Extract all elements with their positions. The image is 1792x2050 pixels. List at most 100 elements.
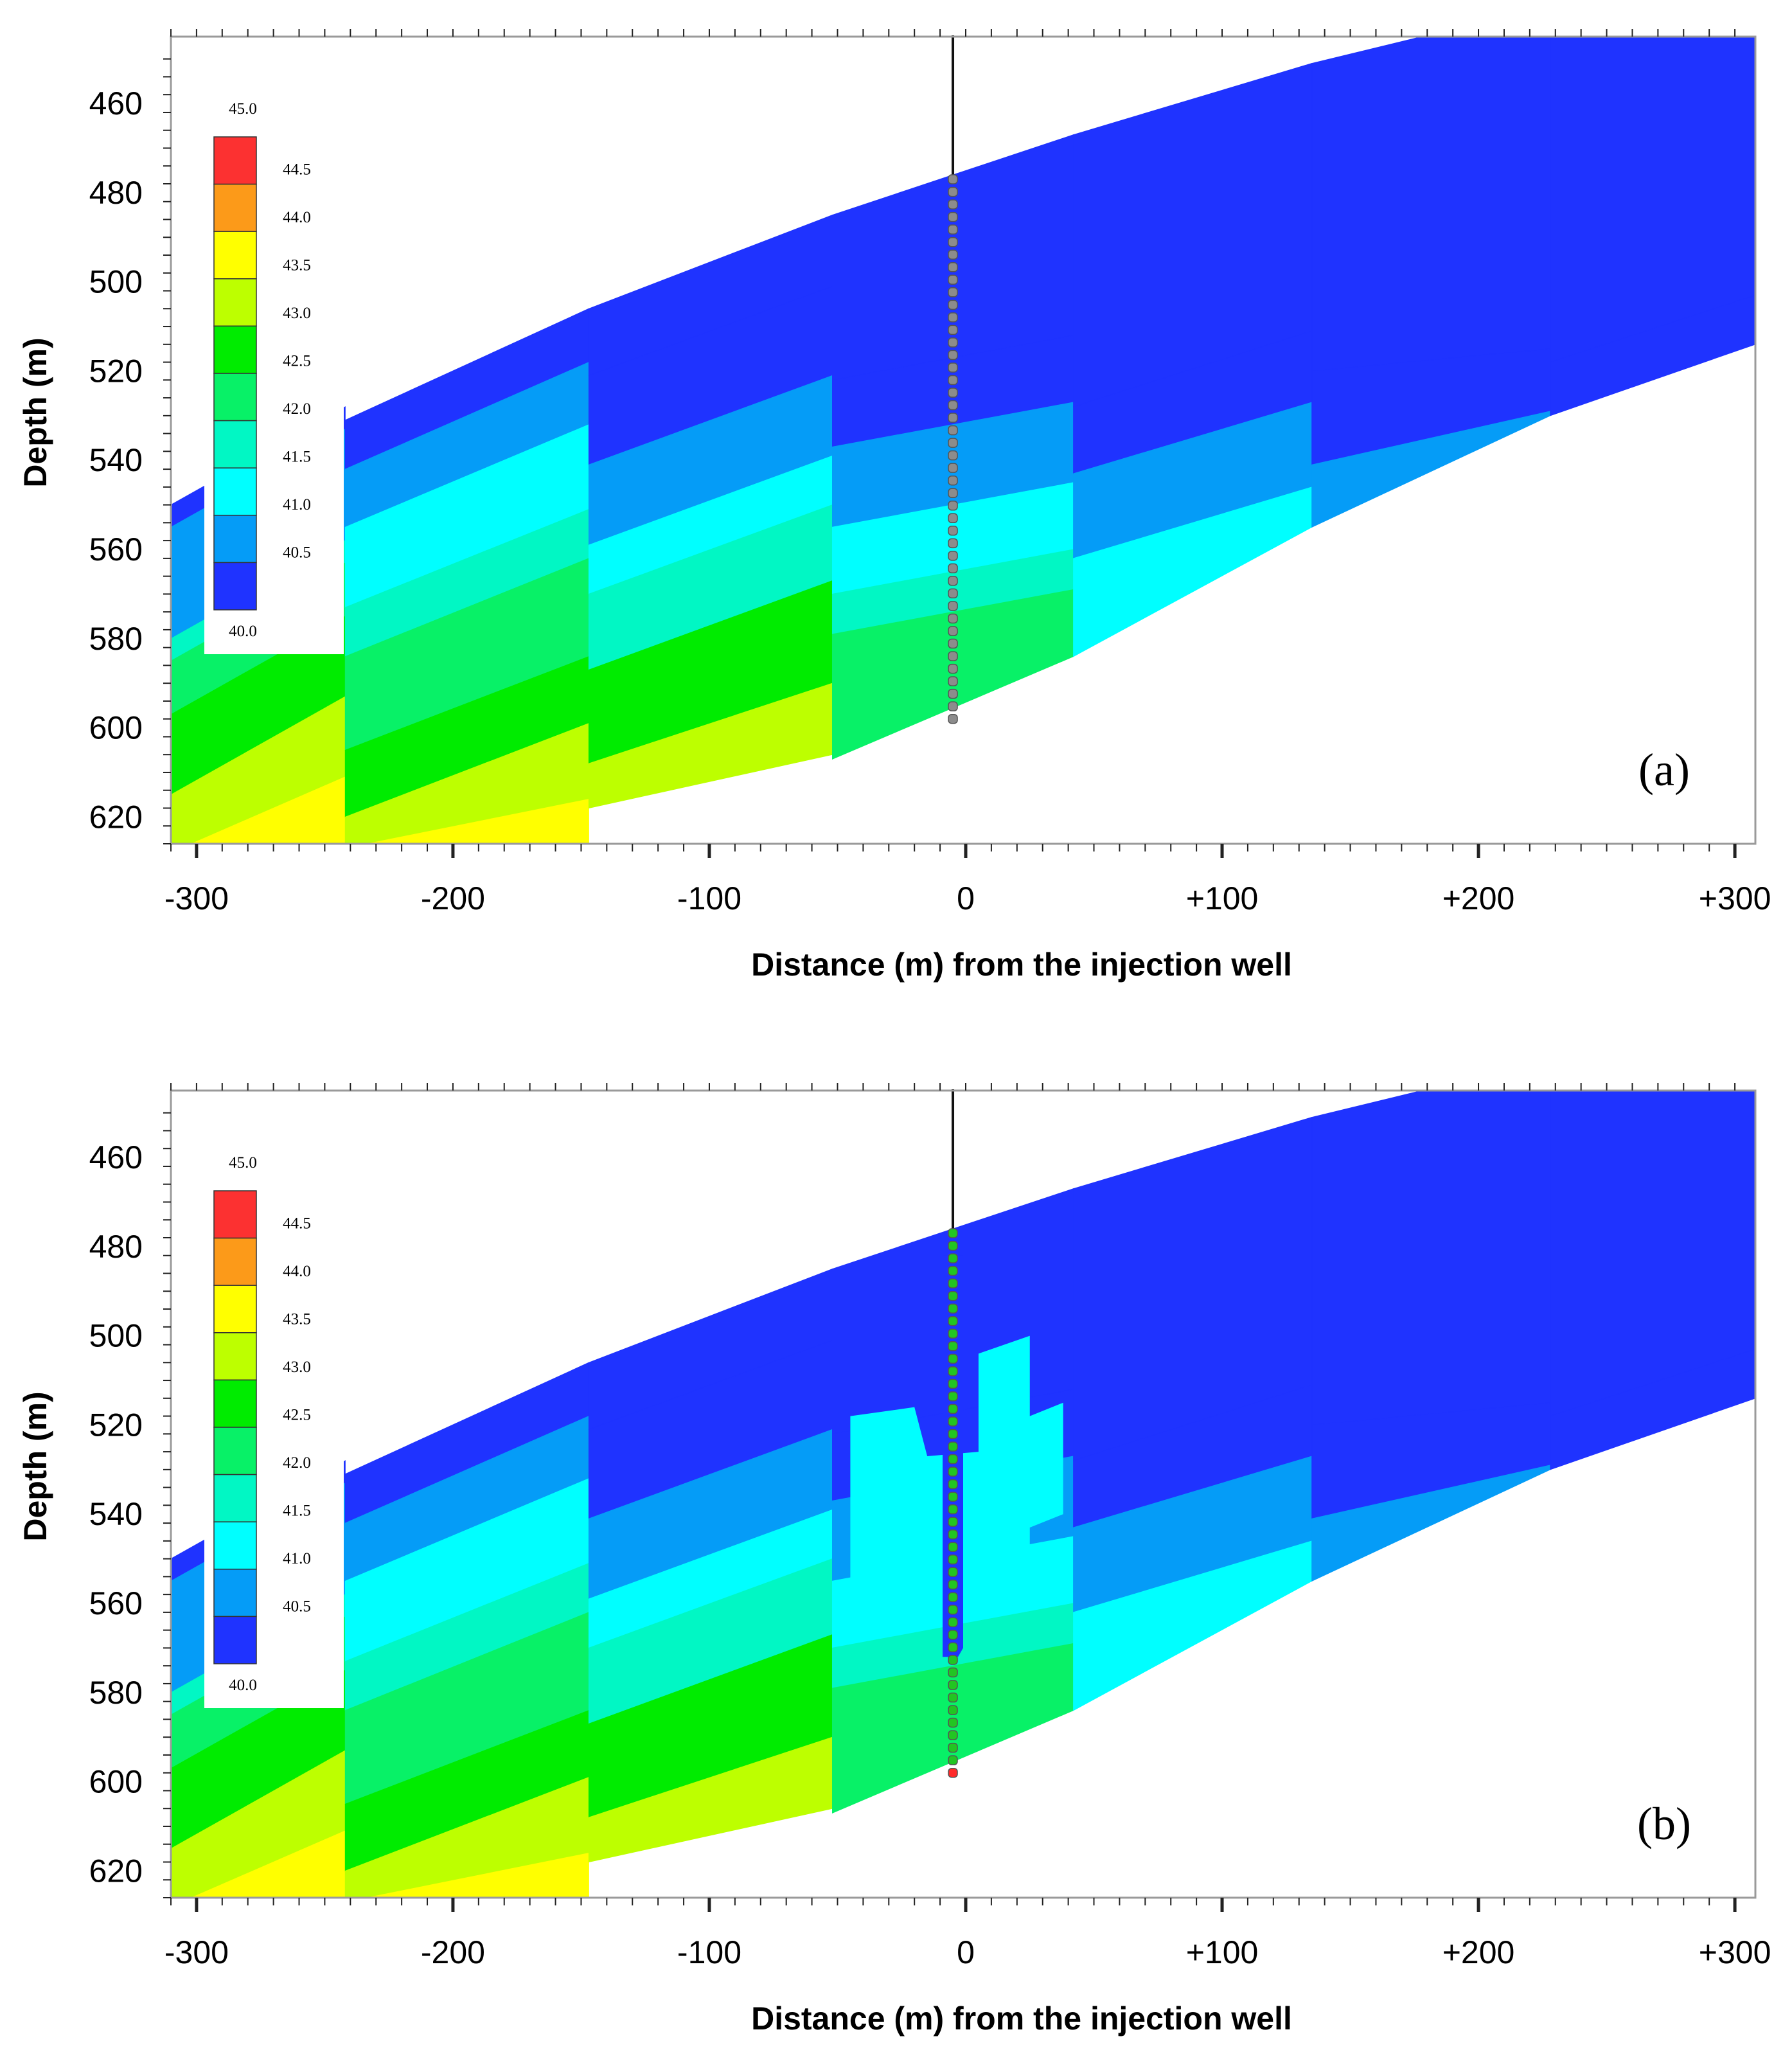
well-perforation-marker <box>948 488 958 498</box>
well-perforation-marker <box>948 538 958 549</box>
y-tick-label: 620 <box>89 799 143 835</box>
well-perforation-marker <box>948 1692 958 1703</box>
well-perforation-marker <box>948 1290 958 1301</box>
x-tick-label: -300 <box>164 880 229 916</box>
well-perforation-marker <box>948 1667 958 1678</box>
layer-40.0-40.5-block-7 <box>1550 1091 1755 1417</box>
y-tick-label: 620 <box>89 1853 143 1889</box>
y-axis-title: Depth (m) <box>17 337 53 487</box>
y-tick-label: 480 <box>89 1229 143 1265</box>
well-perforation-marker <box>948 425 958 436</box>
well-perforation-marker <box>948 588 958 599</box>
well-perforation-marker <box>948 463 958 473</box>
x-tick-label: +100 <box>1186 1934 1259 1970</box>
well-perforation-marker <box>948 1341 958 1351</box>
x-tick-label: -100 <box>677 880 741 916</box>
well-perforation-marker <box>948 1580 958 1590</box>
well-perforation-marker <box>948 713 958 724</box>
well-perforation-marker <box>948 513 958 524</box>
well-perforation-marker <box>948 1717 958 1728</box>
x-tick-label: -300 <box>164 1934 229 1970</box>
well-perforation-marker <box>948 337 958 348</box>
x-tick-label: +200 <box>1442 880 1515 916</box>
well-perforation-marker <box>948 1378 958 1389</box>
y-tick-label: 500 <box>89 1318 143 1354</box>
well-perforation-marker <box>948 1742 958 1753</box>
legend-swatch-41.5-42.0 <box>213 420 257 468</box>
well-perforation-marker <box>948 325 958 335</box>
well-perforation-marker <box>948 1278 958 1288</box>
y-tick-label: 500 <box>89 264 143 300</box>
well-perforation-marker <box>948 688 958 699</box>
legend-swatch-43.0-43.5 <box>213 278 257 327</box>
well-perforation-marker <box>948 1567 958 1578</box>
well-perforation-marker <box>948 249 958 260</box>
well-perforation-marker <box>948 211 958 222</box>
well-perforation-marker <box>948 551 958 561</box>
well-perforation-marker <box>948 1592 958 1603</box>
legend-label: 43.0 <box>283 305 311 322</box>
x-tick-label: 0 <box>957 1934 975 1970</box>
well-perforation-marker <box>948 1228 958 1238</box>
chart-panel-a: 45.0 44.5 44.0 43.5 43.0 42.5 42.0 41.5 41.0 40.5… <box>17 29 1771 983</box>
well-perforation-marker <box>948 1366 958 1377</box>
x-tick-label: 0 <box>957 880 975 916</box>
axes: -300 -200 -100 0 +100 +200 +300 460 480 500 520 540… <box>89 1083 1771 1970</box>
legend-label: 44.5 <box>283 161 311 179</box>
y-tick-label: 580 <box>89 621 143 657</box>
layer-40.0-40.5-block-7 <box>1550 1348 1755 1470</box>
y-tick-label: 540 <box>89 442 143 478</box>
temperature-legend: 45.0 44.5 44.0 43.5 43.0 42.5 42.0 41.5 41.0 40.5… <box>204 96 344 654</box>
well-perforation-marker <box>948 299 958 310</box>
legend-swatch-40.0-40.5 <box>213 1616 257 1664</box>
axes: -300 -200 -100 0 +100 +200 +300 460 480 500 520 540… <box>89 29 1771 916</box>
well-perforation-marker <box>948 563 958 574</box>
layer-43.5-44.0-block-2 <box>366 798 589 844</box>
legend-swatch-41.0-41.5 <box>213 467 257 516</box>
x-tick-label: +100 <box>1186 880 1259 916</box>
well-perforation-marker <box>948 1429 958 1439</box>
legend-label: 43.5 <box>283 257 311 274</box>
well-perforation-marker <box>948 1240 958 1251</box>
legend-swatch-44.5-45.0 <box>213 136 257 185</box>
layer-43.5-44.0-block-2 <box>366 1852 589 1898</box>
legend-swatch-42.0-42.5 <box>213 373 257 422</box>
y-tick-label: 520 <box>89 1407 143 1443</box>
legend-swatch-40.5-41.0 <box>213 515 257 564</box>
well-perforation-marker <box>948 1730 958 1740</box>
plot-border <box>170 35 1757 845</box>
legend-label: 41.5 <box>283 1502 311 1520</box>
well-perforation-marker <box>948 287 958 298</box>
well-perforation-marker <box>948 400 958 411</box>
well-perforation-marker <box>948 613 958 624</box>
well-perforation-marker <box>948 1630 958 1640</box>
legend-swatch-44.5-45.0 <box>213 1190 257 1239</box>
legend-swatch-40.0-40.5 <box>213 562 257 611</box>
well-perforation-marker <box>948 1542 958 1552</box>
legend-label: 40.0 <box>229 623 257 640</box>
well-perforation-marker <box>948 1454 958 1465</box>
well-perforation-marker <box>948 1705 958 1715</box>
panel-label: (b) <box>1637 1798 1691 1849</box>
legend-label: 42.0 <box>283 400 311 418</box>
well-perforation-marker <box>948 1617 958 1628</box>
legend-label: 43.5 <box>283 1311 311 1328</box>
well-perforation-marker <box>948 450 958 461</box>
x-tick-label: +300 <box>1699 880 1771 916</box>
legend-label: 44.0 <box>283 209 311 226</box>
well-perforation-marker <box>948 1353 958 1364</box>
well-perforation-marker <box>948 1391 958 1402</box>
layer-40.0-40.5-block-7 <box>1550 37 1755 363</box>
legend-label: 42.5 <box>283 353 311 370</box>
injection-well <box>948 1089 958 1778</box>
well-perforation-marker <box>948 701 958 711</box>
legend-label: 42.5 <box>283 1407 311 1424</box>
legend-swatch-42.5-43.0 <box>213 325 257 374</box>
x-tick-label: -200 <box>421 1934 485 1970</box>
legend-label: 41.0 <box>283 496 311 513</box>
well-perforation-marker <box>948 262 958 272</box>
legend-label: 40.0 <box>229 1677 257 1694</box>
legend-swatch-42.5-43.0 <box>213 1379 257 1428</box>
y-tick-label: 600 <box>89 1764 143 1800</box>
well-perforation-marker <box>948 1755 958 1765</box>
